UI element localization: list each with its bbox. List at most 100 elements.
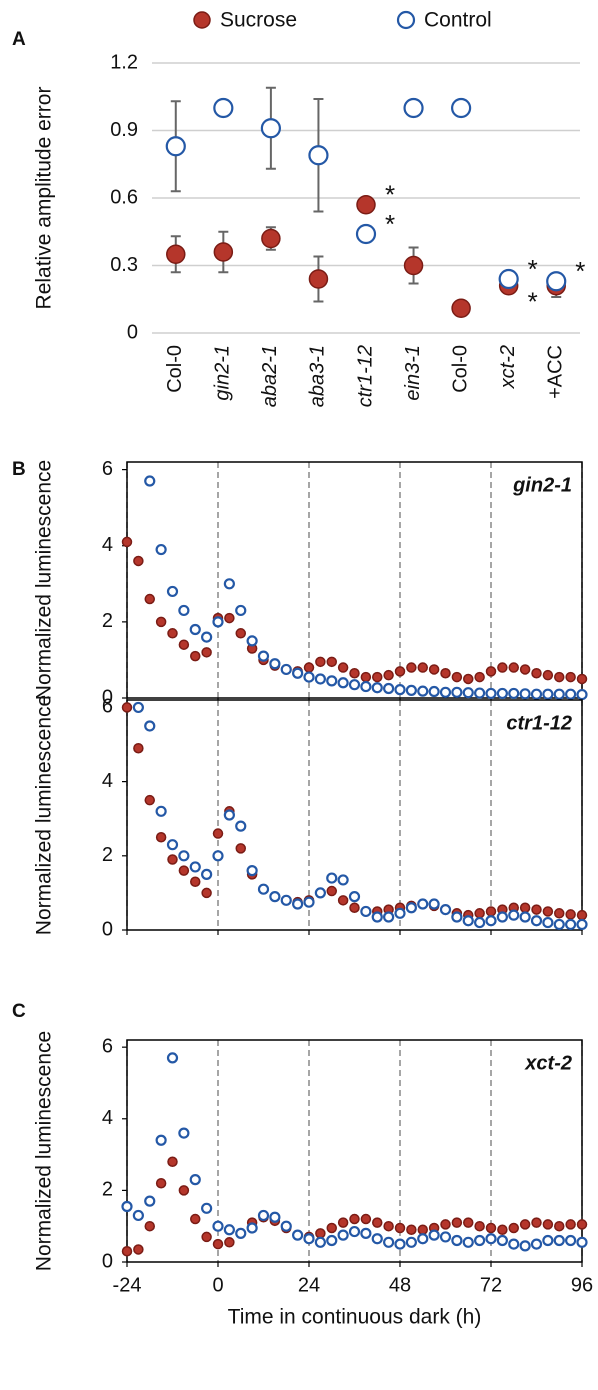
y-axis-label: Normalized luminescence <box>33 695 56 935</box>
marker <box>165 136 186 157</box>
marker <box>531 904 542 915</box>
y-tick-label: 4 <box>102 534 113 556</box>
plot-frame <box>126 699 583 931</box>
marker <box>530 688 543 700</box>
marker <box>292 1229 304 1241</box>
marker <box>280 1220 292 1232</box>
marker <box>394 1238 406 1250</box>
marker <box>394 666 406 677</box>
marker <box>485 1233 497 1245</box>
marker <box>213 242 234 262</box>
marker <box>553 688 565 700</box>
marker <box>508 662 519 673</box>
marker <box>315 1228 326 1239</box>
marker <box>542 916 554 929</box>
marker <box>531 1217 542 1228</box>
legend-label: Control <box>424 9 492 32</box>
marker <box>360 671 372 683</box>
marker <box>167 1156 178 1167</box>
marker <box>485 915 497 927</box>
marker <box>428 1229 440 1241</box>
marker <box>417 685 429 697</box>
marker <box>371 1233 383 1245</box>
marker <box>189 623 201 636</box>
marker <box>190 1213 201 1225</box>
marker <box>576 918 588 931</box>
marker <box>337 1229 349 1241</box>
y-tick-label: 6 <box>102 696 113 718</box>
marker <box>121 702 133 713</box>
marker <box>383 1236 395 1248</box>
marker <box>178 1127 190 1139</box>
marker <box>439 686 452 698</box>
marker <box>542 688 554 700</box>
marker <box>260 118 281 139</box>
marker <box>554 908 565 919</box>
marker <box>565 1219 576 1230</box>
marker <box>213 97 234 119</box>
y-tick-label: 0 <box>127 321 138 343</box>
marker <box>576 673 588 685</box>
marker <box>530 1238 543 1250</box>
marker <box>166 585 179 598</box>
marker <box>121 536 133 548</box>
marker <box>303 662 315 673</box>
marker <box>531 668 542 679</box>
marker <box>155 616 167 628</box>
marker <box>474 1234 486 1247</box>
marker <box>428 898 440 910</box>
marker <box>565 909 576 920</box>
x-tick-label: 24 <box>298 1274 320 1296</box>
marker <box>383 1220 394 1232</box>
marker <box>201 887 212 899</box>
marker <box>326 675 338 687</box>
x-tick-label: Col-0 <box>449 345 471 393</box>
significance-mark: * <box>385 209 395 239</box>
marker <box>451 911 463 923</box>
panel-label: C <box>12 1001 26 1022</box>
marker <box>155 1177 167 1189</box>
marker <box>326 1234 338 1247</box>
marker <box>235 843 246 854</box>
marker <box>326 872 338 884</box>
plot-frame <box>126 461 583 699</box>
marker <box>417 1233 429 1245</box>
y-tick-label: 6 <box>102 1035 113 1057</box>
marker <box>496 1234 508 1247</box>
marker <box>308 269 329 289</box>
marker <box>439 903 452 916</box>
marker <box>439 1231 452 1243</box>
marker <box>565 671 576 683</box>
marker <box>417 662 428 673</box>
marker <box>133 1244 144 1255</box>
marker <box>463 673 474 685</box>
marker <box>383 669 394 681</box>
marker <box>360 1227 372 1239</box>
marker <box>554 671 565 683</box>
marker <box>315 656 326 668</box>
legend-label: Sucrose <box>220 9 297 32</box>
marker <box>133 555 144 567</box>
marker <box>257 650 270 662</box>
marker <box>223 578 235 590</box>
marker <box>190 876 201 888</box>
marker <box>565 918 577 931</box>
marker <box>451 1217 463 1228</box>
marker <box>326 1222 337 1234</box>
marker <box>349 1213 360 1225</box>
marker <box>280 663 292 676</box>
marker <box>314 673 326 685</box>
marker <box>496 911 508 923</box>
marker <box>372 671 383 683</box>
x-tick-label: 72 <box>480 1274 502 1296</box>
marker <box>269 891 281 903</box>
y-tick-label: 2 <box>102 1179 113 1201</box>
marker <box>223 1224 235 1236</box>
marker <box>417 1224 428 1236</box>
marker <box>406 662 417 673</box>
marker <box>167 628 178 639</box>
marker <box>314 887 326 899</box>
marker <box>542 1234 554 1247</box>
x-axis-label: Time in continuous dark (h) <box>228 1306 482 1329</box>
